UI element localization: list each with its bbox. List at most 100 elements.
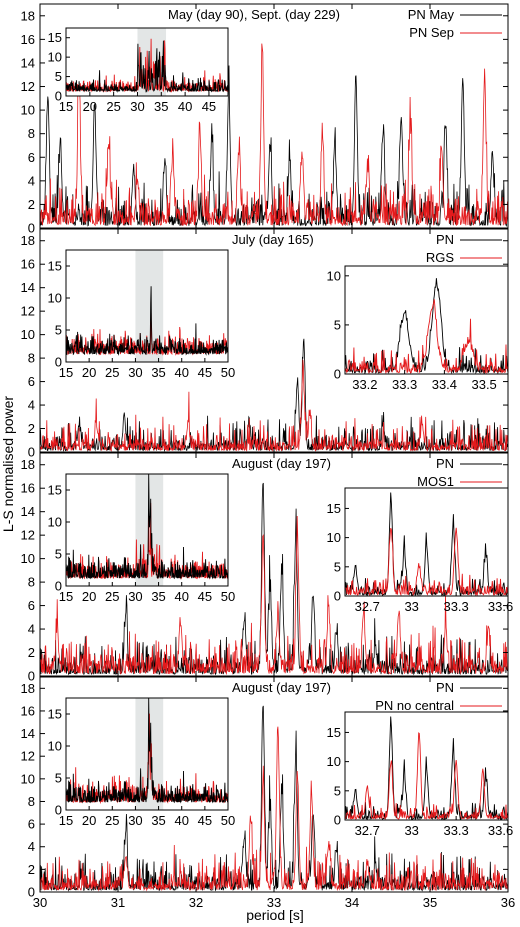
- inset-y-tick-label: 5: [55, 323, 62, 338]
- zoom-frame: [344, 487, 509, 597]
- inset-x-tick-label: 40: [174, 365, 188, 380]
- zoom-frame: [344, 265, 509, 375]
- x-tick-label: 34: [345, 895, 359, 910]
- inset-y-tick-label: 0: [55, 803, 62, 818]
- y-tick-label: 18: [21, 8, 35, 23]
- inset-y-tick-label: 5: [55, 69, 62, 84]
- inset-y-tick-label: 10: [48, 515, 62, 530]
- y-tick-label: 6: [28, 598, 35, 613]
- legend-label: MOS1: [417, 474, 454, 489]
- inset-x-tick-label: 15: [59, 365, 73, 380]
- inset-x-tick-label: 15: [59, 589, 73, 604]
- inset-x-tick-label: 25: [105, 813, 119, 828]
- inset-series-line: [66, 502, 228, 580]
- inset-x-tick-label: 35: [154, 99, 168, 114]
- inset-x-tick-label: 15: [59, 813, 73, 828]
- zoom-y-tick-label: 15: [327, 725, 341, 740]
- y-tick-label: 0: [28, 885, 35, 900]
- inset-frame: [65, 249, 229, 363]
- zoom-y-tick-label: 0: [334, 813, 341, 828]
- y-tick-label: 8: [28, 126, 35, 141]
- y-tick-label: 10: [21, 103, 35, 118]
- inset-x-tick-label: 30: [128, 589, 142, 604]
- legend-label: PN: [436, 456, 454, 471]
- inset-y-tick-label: 5: [55, 771, 62, 786]
- y-tick-label: 12: [21, 528, 35, 543]
- x-tick-label: 33: [267, 895, 281, 910]
- zoom-x-tick-label: 33.2: [352, 377, 377, 392]
- x-axis-label: period [s]: [246, 907, 304, 923]
- x-tick-label: 30: [33, 895, 47, 910]
- inset-x-tick-label: 30: [130, 99, 144, 114]
- legend-label: RGS: [426, 250, 455, 265]
- inset-series-line: [66, 698, 228, 804]
- panel-title: July (day 165): [232, 232, 314, 247]
- legend-label: PN: [436, 232, 454, 247]
- zoom-x-tick-label: 33: [404, 823, 418, 838]
- y-tick-label: 4: [28, 398, 35, 413]
- inset-x-tick-label: 20: [83, 99, 97, 114]
- y-tick-label: 0: [28, 221, 35, 236]
- y-tick-label: 2: [28, 197, 35, 212]
- panel-second: 0 2 4 6 8 10 12 14 16 18 July (day 165) PN RGS 0 5 10 15…: [21, 228, 509, 460]
- inset-x-tick-label: 35: [151, 813, 165, 828]
- y-tick-label: 18: [21, 457, 35, 472]
- inset-x-tick-label: 25: [105, 589, 119, 604]
- zoom-frame: [344, 711, 509, 821]
- inset-series-line: [66, 286, 228, 356]
- panel-title: August (day 197): [232, 456, 331, 471]
- legend-label: PN no central: [375, 698, 454, 713]
- inset-x-tick-label: 15: [59, 99, 73, 114]
- y-tick-label: 12: [21, 749, 35, 764]
- inset-x-tick-label: 20: [82, 813, 96, 828]
- y-tick-label: 0: [28, 669, 35, 684]
- legend-label: PN: [436, 680, 454, 695]
- inset-x-tick-label: 50: [221, 813, 235, 828]
- y-tick-label: 10: [21, 327, 35, 342]
- legend-label: PN May: [408, 7, 455, 22]
- y-tick-label: 6: [28, 150, 35, 165]
- zoom-y-tick-label: 5: [334, 783, 341, 798]
- inset-frame: [65, 473, 229, 587]
- inset-x-tick-label: 50: [221, 589, 235, 604]
- inset: 0 5 10 15 15 20 25 30 35 40 45 50: [48, 697, 235, 828]
- zoom: 0 5 10 33.2 33.3 33.4 33.5: [327, 265, 509, 392]
- inset-y-tick-label: 0: [55, 355, 62, 370]
- inset-x-tick-label: 45: [198, 365, 212, 380]
- inset-x-tick-label: 35: [151, 589, 165, 604]
- zoom-series-line: [345, 716, 508, 820]
- y-tick-label: 8: [28, 794, 35, 809]
- inset-x-tick-label: 40: [174, 813, 188, 828]
- x-tick-label: 32: [189, 895, 203, 910]
- inset-x-tick-label: 25: [106, 99, 120, 114]
- x-tick-label: 36: [501, 895, 515, 910]
- inset: 0 5 10 15 15 20 25 30 35 40 45 50: [48, 473, 235, 604]
- inset-y-tick-label: 10: [48, 291, 62, 306]
- y-tick-label: 12: [21, 79, 35, 94]
- zoom-y-tick-label: 10: [327, 754, 341, 769]
- inset-x-tick-label: 30: [128, 813, 142, 828]
- inset-x-tick-label: 45: [198, 813, 212, 828]
- y-tick-label: 0: [28, 445, 35, 460]
- zoom-x-tick-label: 33.3: [443, 823, 468, 838]
- x-tick-label: 31: [111, 895, 125, 910]
- zoom-x-tick-label: 33.6: [488, 599, 513, 614]
- y-tick-label: 16: [21, 703, 35, 718]
- inset-y-tick-label: 0: [55, 579, 62, 594]
- inset-x-tick-label: 35: [151, 365, 165, 380]
- inset-x-tick-label: 40: [174, 589, 188, 604]
- inset-x-tick-label: 20: [82, 365, 96, 380]
- zoom-x-tick-label: 33.3: [443, 599, 468, 614]
- y-tick-label: 14: [21, 280, 35, 295]
- zoom-series-line: [345, 492, 508, 596]
- inset-y-tick-label: 15: [48, 707, 62, 722]
- y-tick-label: 14: [21, 55, 35, 70]
- inset-y-tick-label: 0: [55, 89, 62, 104]
- y-tick-label: 4: [28, 839, 35, 854]
- zoom-series-line: [345, 299, 508, 374]
- zoom-y-tick-label: 0: [334, 589, 341, 604]
- legend-label: PN Sep: [409, 25, 454, 40]
- y-tick-label: 14: [21, 504, 35, 519]
- y-axis-label: L-S normalised power: [0, 396, 16, 533]
